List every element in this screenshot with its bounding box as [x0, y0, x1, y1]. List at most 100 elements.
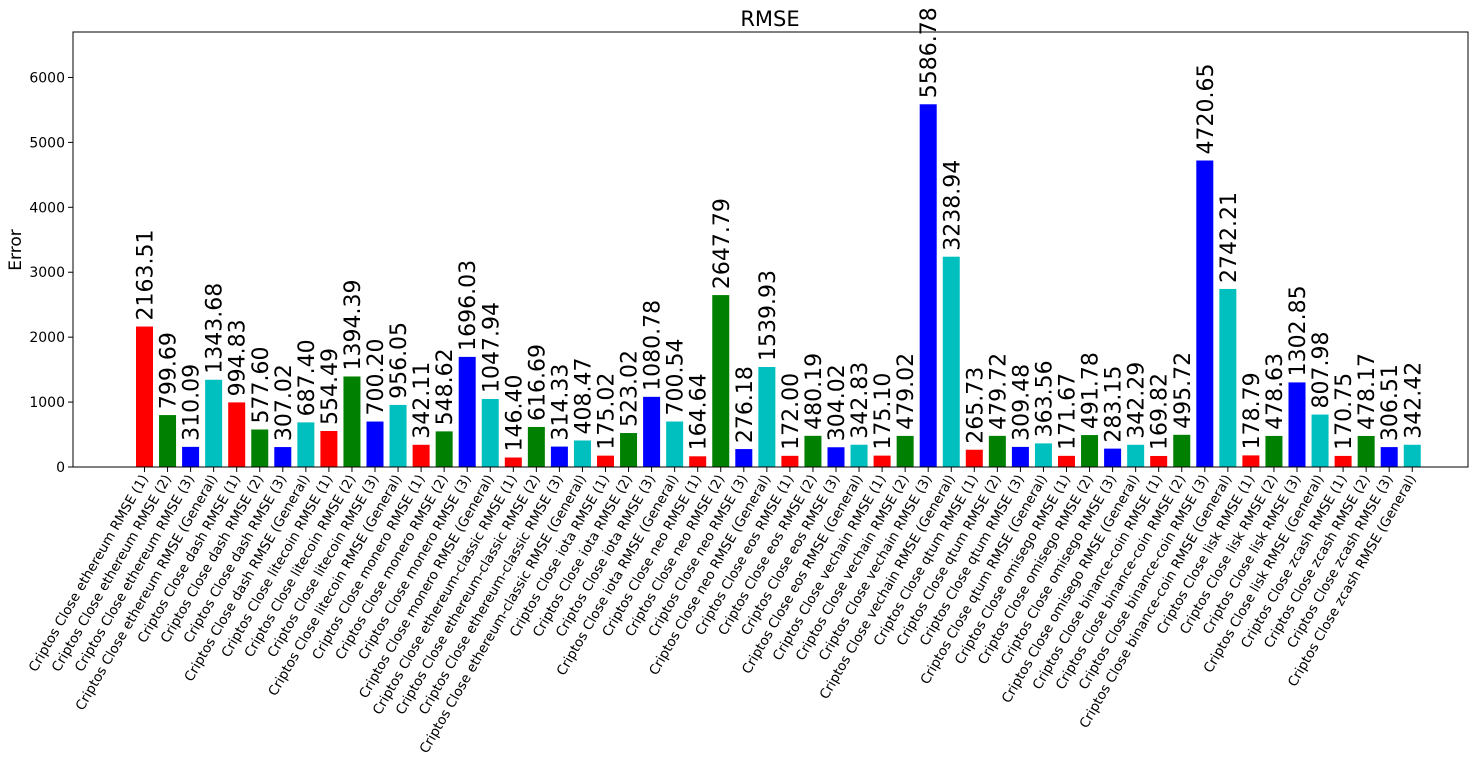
y-tick-label: 3000 [29, 265, 65, 281]
bar-value-label: 994.83 [226, 319, 251, 396]
bar-value-label: 479.72 [986, 353, 1011, 430]
bar-value-label: 1302.85 [1286, 285, 1311, 376]
bar [850, 444, 868, 467]
bar-value-label: 309.48 [1009, 364, 1034, 441]
bar [804, 435, 822, 467]
bar [228, 402, 246, 467]
bar-value-label: 1696.03 [456, 260, 481, 351]
bar [458, 356, 476, 467]
bar [1219, 288, 1237, 467]
y-tick-label: 1000 [29, 395, 65, 411]
bar [666, 421, 684, 467]
bar [689, 456, 707, 467]
bar [942, 256, 960, 467]
bar [827, 447, 845, 467]
bar-value-label: 307.02 [272, 364, 297, 441]
bar-value-label: 577.60 [249, 347, 274, 424]
bar-value-label: 175.02 [595, 373, 620, 450]
bar-value-label: 491.78 [1079, 352, 1104, 429]
bar-value-label: 276.18 [733, 366, 758, 443]
bar [597, 455, 614, 467]
bar [781, 455, 799, 467]
bar-value-label: 283.15 [1102, 366, 1127, 443]
bar-value-label: 342.29 [1125, 362, 1150, 439]
bar [320, 430, 338, 467]
bar-value-label: 700.20 [364, 339, 389, 416]
bar-value-label: 495.72 [1171, 352, 1196, 429]
bar [873, 455, 891, 467]
x-axis-ticks: Criptos Close ethereum RMSE (1)Criptos C… [26, 467, 1420, 756]
bar-value-label: 799.69 [157, 332, 182, 409]
bar [481, 398, 499, 467]
bar [251, 429, 269, 467]
bar-value-label: 342.83 [848, 362, 873, 439]
bar-value-label: 687.40 [295, 339, 320, 416]
y-tick-label: 2000 [29, 330, 65, 346]
bar [366, 421, 384, 467]
y-tick-label: 0 [56, 460, 65, 476]
bar [1011, 446, 1029, 467]
bar-value-label: 146.40 [502, 375, 527, 452]
bar [136, 326, 153, 467]
bar [758, 367, 776, 467]
bar [550, 446, 568, 467]
bar-value-label: 1394.39 [341, 279, 366, 370]
bar [1242, 455, 1260, 467]
bar-value-label: 1047.94 [479, 302, 504, 393]
bar [1104, 448, 1122, 467]
bar [1034, 443, 1052, 467]
bar [643, 396, 661, 467]
bar [274, 447, 292, 467]
bar-value-label: 175.10 [871, 373, 896, 450]
bar-value-label: 342.42 [1401, 362, 1426, 439]
bar [1173, 434, 1191, 467]
bar [1196, 160, 1214, 467]
y-tick-label: 5000 [29, 135, 65, 151]
bar-value-label: 480.19 [802, 353, 827, 430]
bar-value-label: 172.00 [779, 373, 804, 450]
bar-value-label: 408.47 [571, 357, 596, 434]
bar-value-label: 178.79 [1240, 372, 1265, 449]
bar [1127, 444, 1145, 467]
bar [159, 415, 177, 467]
bar [735, 449, 753, 467]
y-axis-ticks: 0 1000 2000 3000 4000 5000 6000 [29, 70, 73, 476]
bar-value-label: 2742.21 [1217, 192, 1242, 283]
y-tick-label: 6000 [29, 70, 65, 86]
bar [389, 404, 407, 467]
bar [896, 435, 914, 467]
bar [1265, 435, 1283, 467]
bar [573, 440, 591, 467]
bar-value-label: 478.17 [1355, 353, 1380, 430]
bar [620, 433, 638, 467]
bar-value-label: 169.82 [1148, 373, 1173, 450]
bar-value-label: 479.02 [894, 353, 919, 430]
bar [1357, 435, 1375, 467]
bar-value-label: 304.02 [825, 364, 850, 441]
bar [1334, 455, 1352, 467]
bar [1403, 444, 1421, 467]
bar-value-label: 164.64 [687, 373, 712, 450]
bar-value-label: 2647.79 [710, 198, 735, 289]
plot-frame [72, 31, 1469, 468]
bar-value-label: 310.09 [180, 364, 205, 441]
bars-group [136, 104, 1421, 468]
bar-value-label: 700.54 [664, 339, 689, 416]
bar-value-label: 523.02 [618, 350, 643, 427]
bar-value-label: 807.98 [1309, 332, 1334, 409]
bar-value-label: 956.05 [387, 322, 412, 399]
bar-value-label: 306.51 [1378, 364, 1403, 441]
bar-value-label: 170.75 [1332, 373, 1357, 450]
bar [527, 426, 545, 467]
bar-value-label: 2163.51 [134, 230, 159, 321]
bar-value-label: 342.11 [410, 362, 435, 439]
bar-value-label: 1080.78 [641, 300, 666, 391]
bar-value-label: 314.33 [548, 364, 573, 441]
bar [297, 422, 315, 467]
bar-value-label: 554.49 [318, 348, 343, 425]
bar [412, 444, 430, 467]
bar [1311, 414, 1329, 467]
bar [1081, 435, 1099, 467]
bar-value-label: 478.63 [1263, 353, 1288, 430]
